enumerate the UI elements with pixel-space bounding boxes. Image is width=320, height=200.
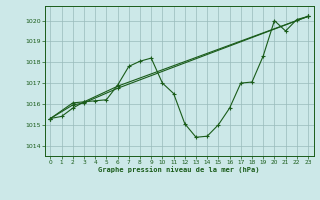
X-axis label: Graphe pression niveau de la mer (hPa): Graphe pression niveau de la mer (hPa) — [99, 167, 260, 173]
